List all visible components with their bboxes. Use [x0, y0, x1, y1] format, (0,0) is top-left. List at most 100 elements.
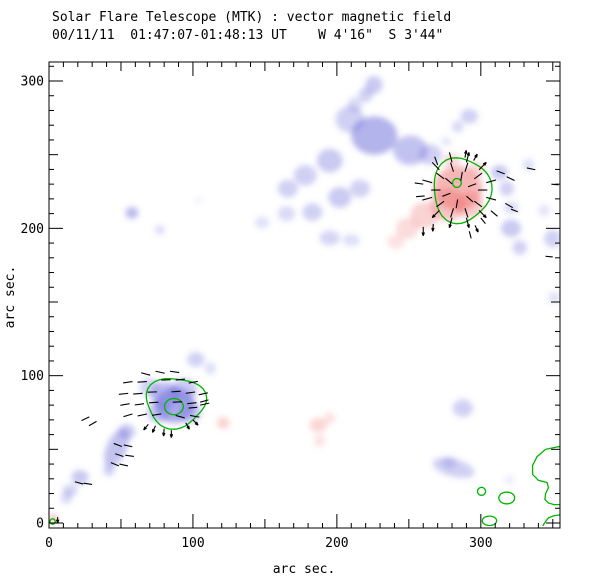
- field-vector: [422, 179, 433, 184]
- field-vector: [414, 182, 424, 185]
- polarity-blob: [323, 412, 336, 425]
- polarity-blob: [512, 240, 527, 255]
- field-vector: [171, 390, 181, 393]
- polarity-blob: [351, 116, 398, 155]
- field-vector: [185, 391, 196, 394]
- field-vector: [431, 162, 440, 171]
- polarity-blob: [254, 216, 270, 229]
- field-vector: [460, 171, 463, 181]
- field-vector-head: [465, 150, 468, 154]
- polarity-blob: [313, 434, 326, 447]
- polarity-blob: [499, 181, 514, 196]
- field-vector: [422, 196, 433, 201]
- field-vector-head: [55, 519, 59, 524]
- tick-labels: 0 100 200 300 0 100 200 300: [21, 75, 493, 551]
- field-vector: [149, 401, 159, 404]
- flux-contour: [481, 515, 498, 527]
- polarity-blob: [432, 457, 475, 478]
- x-tick-label: 300: [469, 536, 492, 551]
- field-vector: [465, 152, 470, 163]
- polarity-blob: [454, 191, 484, 219]
- field-vector: [467, 183, 477, 188]
- polarity-blob: [418, 144, 442, 165]
- polarity-blob: [328, 187, 352, 208]
- field-vector-head: [169, 434, 172, 438]
- polarity-blob: [216, 416, 230, 429]
- field-vector: [137, 381, 147, 383]
- polarity-blob: [467, 162, 486, 177]
- field-vector: [448, 217, 453, 228]
- polarity-blob: [395, 218, 419, 239]
- polarity-blob: [452, 399, 473, 417]
- flux-blob-layer: [49, 76, 560, 523]
- field-vector: [189, 414, 200, 418]
- polarity-blob: [503, 475, 516, 485]
- polarity-blob: [387, 234, 405, 249]
- flux-contour: [451, 177, 462, 189]
- plot-subtitle: 00/11/11 01:47:07-01:48:13 UT W 4'16" S …: [52, 28, 444, 43]
- polarity-blob: [316, 148, 343, 173]
- polarity-blob: [302, 203, 323, 221]
- axes-frame: [48, 61, 561, 529]
- field-vector-head: [466, 224, 470, 229]
- x-tick-label: 200: [325, 536, 348, 551]
- field-vector: [118, 392, 129, 395]
- plot-title: Solar Flare Telescope (MTK) : vector mag…: [52, 10, 452, 25]
- field-vector: [505, 202, 514, 209]
- polarity-blob: [195, 197, 202, 204]
- flux-contour: [498, 491, 516, 505]
- field-vector: [506, 176, 515, 182]
- field-vector: [436, 172, 445, 180]
- field-vector: [551, 183, 559, 186]
- polarity-blob: [460, 109, 478, 124]
- plot-border: [48, 61, 561, 529]
- field-vector: [478, 162, 487, 171]
- field-vector: [478, 209, 487, 219]
- field-vector: [198, 392, 208, 396]
- field-vector: [88, 420, 97, 427]
- field-vector: [74, 481, 84, 485]
- polarity-blob: [178, 402, 202, 423]
- polarity-blob: [393, 135, 428, 165]
- field-vector-head: [186, 426, 190, 430]
- field-vector: [464, 162, 469, 172]
- y-tick-label: 300: [21, 75, 44, 90]
- field-vector: [450, 208, 454, 218]
- field-vector: [137, 413, 147, 417]
- flux-contour: [49, 518, 56, 525]
- field-vector: [496, 170, 505, 175]
- field-vector-head: [421, 232, 424, 236]
- field-vector: [123, 444, 133, 448]
- field-vector: [526, 167, 536, 171]
- polarity-blob: [548, 291, 560, 304]
- polarity-blob: [319, 230, 340, 246]
- field-vector: [490, 210, 498, 217]
- field-vector: [474, 172, 483, 180]
- field-vector-head: [143, 426, 146, 431]
- field-vector: [436, 200, 445, 208]
- field-vector: [474, 200, 483, 208]
- polarity-blob: [71, 469, 89, 485]
- y-tick-label: 0: [36, 517, 44, 532]
- field-vector: [510, 208, 519, 213]
- field-vector: [434, 156, 439, 166]
- x-tick-label: 100: [181, 536, 204, 551]
- field-vector: [155, 370, 165, 374]
- polarity-blob: [293, 164, 317, 186]
- polarity-blob: [187, 352, 205, 367]
- flux-contour: [145, 378, 208, 430]
- polarity-blob: [309, 417, 327, 433]
- field-vector: [480, 217, 486, 225]
- field-vector: [188, 406, 198, 409]
- field-vector: [81, 416, 90, 422]
- field-vector: [125, 454, 134, 458]
- field-vector: [465, 217, 470, 228]
- polarity-blob: [349, 179, 370, 198]
- field-vector: [123, 381, 133, 384]
- field-vector-head: [476, 154, 478, 158]
- field-vector: [455, 199, 459, 209]
- field-vector-head: [431, 214, 435, 218]
- y-axis-label: arc sec.: [3, 266, 18, 329]
